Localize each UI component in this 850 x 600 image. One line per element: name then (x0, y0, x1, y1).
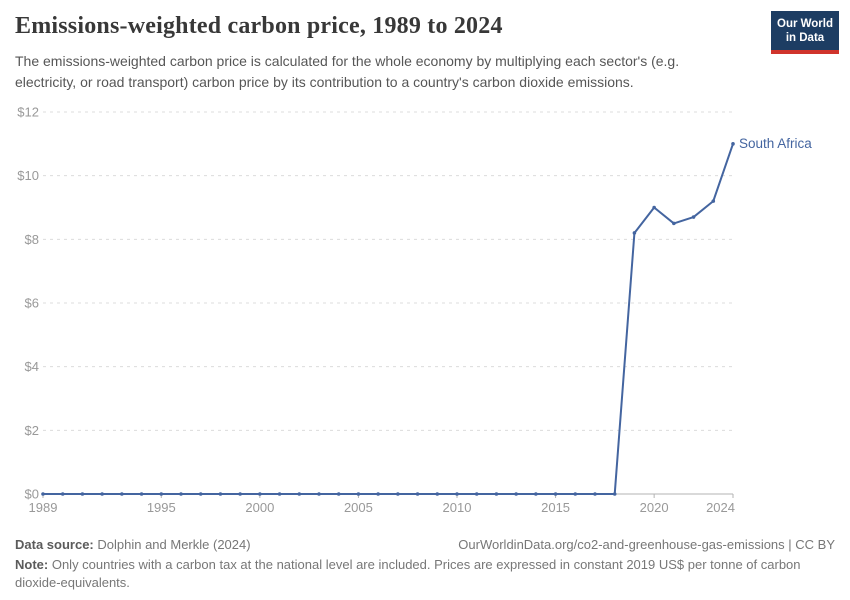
owid-logo-line2: in Data (785, 32, 825, 44)
data-point[interactable] (336, 492, 341, 496)
data-point[interactable] (60, 492, 65, 496)
note-text: Only countries with a carbon tax at the … (15, 557, 801, 590)
x-tick-label: 1989 (29, 500, 58, 515)
data-point[interactable] (356, 492, 361, 496)
data-point[interactable] (297, 492, 302, 496)
data-point[interactable] (534, 492, 538, 496)
x-tick-label: 2024 (706, 500, 735, 515)
data-point[interactable] (652, 205, 656, 210)
x-tick-label: 2010 (443, 500, 472, 515)
y-tick-label: $8 (25, 232, 39, 247)
page-title: Emissions-weighted carbon price, 1989 to… (15, 13, 503, 39)
data-point[interactable] (553, 492, 558, 496)
series-end-label: South Africa (739, 136, 812, 151)
x-tick-label: 2005 (344, 500, 373, 515)
x-tick-label: 1995 (147, 500, 176, 515)
data-point[interactable] (573, 492, 578, 496)
data-point[interactable] (415, 492, 420, 496)
x-tick-label: 2015 (541, 500, 570, 515)
data-point[interactable] (672, 221, 676, 226)
data-point[interactable] (514, 492, 518, 496)
data-point[interactable] (494, 492, 499, 496)
data-point[interactable] (435, 492, 440, 496)
data-point[interactable] (691, 215, 696, 219)
data-point[interactable] (218, 492, 223, 496)
data-point[interactable] (100, 492, 104, 496)
data-source-value: Dolphin and Merkle (2024) (97, 537, 251, 552)
series-line[interactable] (42, 142, 734, 495)
data-point[interactable] (139, 492, 144, 496)
data-point[interactable] (711, 199, 716, 203)
chart-subtitle: The emissions-weighted carbon price is c… (15, 53, 680, 90)
chart-note: Note: Only countries with a carbon tax a… (15, 556, 835, 592)
data-point[interactable] (159, 492, 164, 496)
data-point[interactable] (632, 231, 637, 235)
data-point[interactable] (396, 492, 400, 496)
y-tick-label: $4 (25, 359, 39, 374)
data-point[interactable] (258, 492, 262, 496)
y-tick-label: $6 (25, 296, 39, 311)
y-tick-label: $2 (25, 423, 39, 438)
owid-logo[interactable]: Our World in Data (771, 11, 839, 54)
data-point[interactable] (238, 492, 242, 496)
y-tick-label: $0 (25, 487, 39, 502)
data-point[interactable] (455, 492, 459, 496)
data-point[interactable] (731, 142, 735, 146)
data-point[interactable] (198, 492, 203, 496)
data-point[interactable] (317, 492, 321, 496)
data-point[interactable] (612, 492, 617, 496)
data-point[interactable] (277, 492, 282, 496)
owid-logo-line1: Our World (777, 18, 834, 30)
note-label: Note: (15, 557, 49, 572)
chart-footer: Data source: Dolphin and Merkle (2024) O… (15, 536, 835, 592)
x-tick-label: 2000 (245, 500, 274, 515)
y-tick-label: $10 (17, 168, 39, 183)
x-tick-label: 2020 (640, 500, 669, 515)
y-tick-label: $12 (17, 105, 39, 120)
attribution-link[interactable]: OurWorldinData.org/co2-and-greenhouse-ga… (458, 537, 835, 552)
data-source-label: Data source: (15, 537, 94, 552)
data-point[interactable] (376, 492, 380, 496)
data-point[interactable] (120, 492, 124, 496)
data-point[interactable] (474, 492, 479, 496)
data-point[interactable] (179, 492, 183, 496)
data-source: Data source: Dolphin and Merkle (2024) (15, 536, 251, 554)
data-point[interactable] (593, 492, 597, 496)
data-point[interactable] (80, 492, 85, 496)
source-row: Data source: Dolphin and Merkle (2024) O… (15, 536, 835, 554)
data-point[interactable] (41, 492, 45, 496)
